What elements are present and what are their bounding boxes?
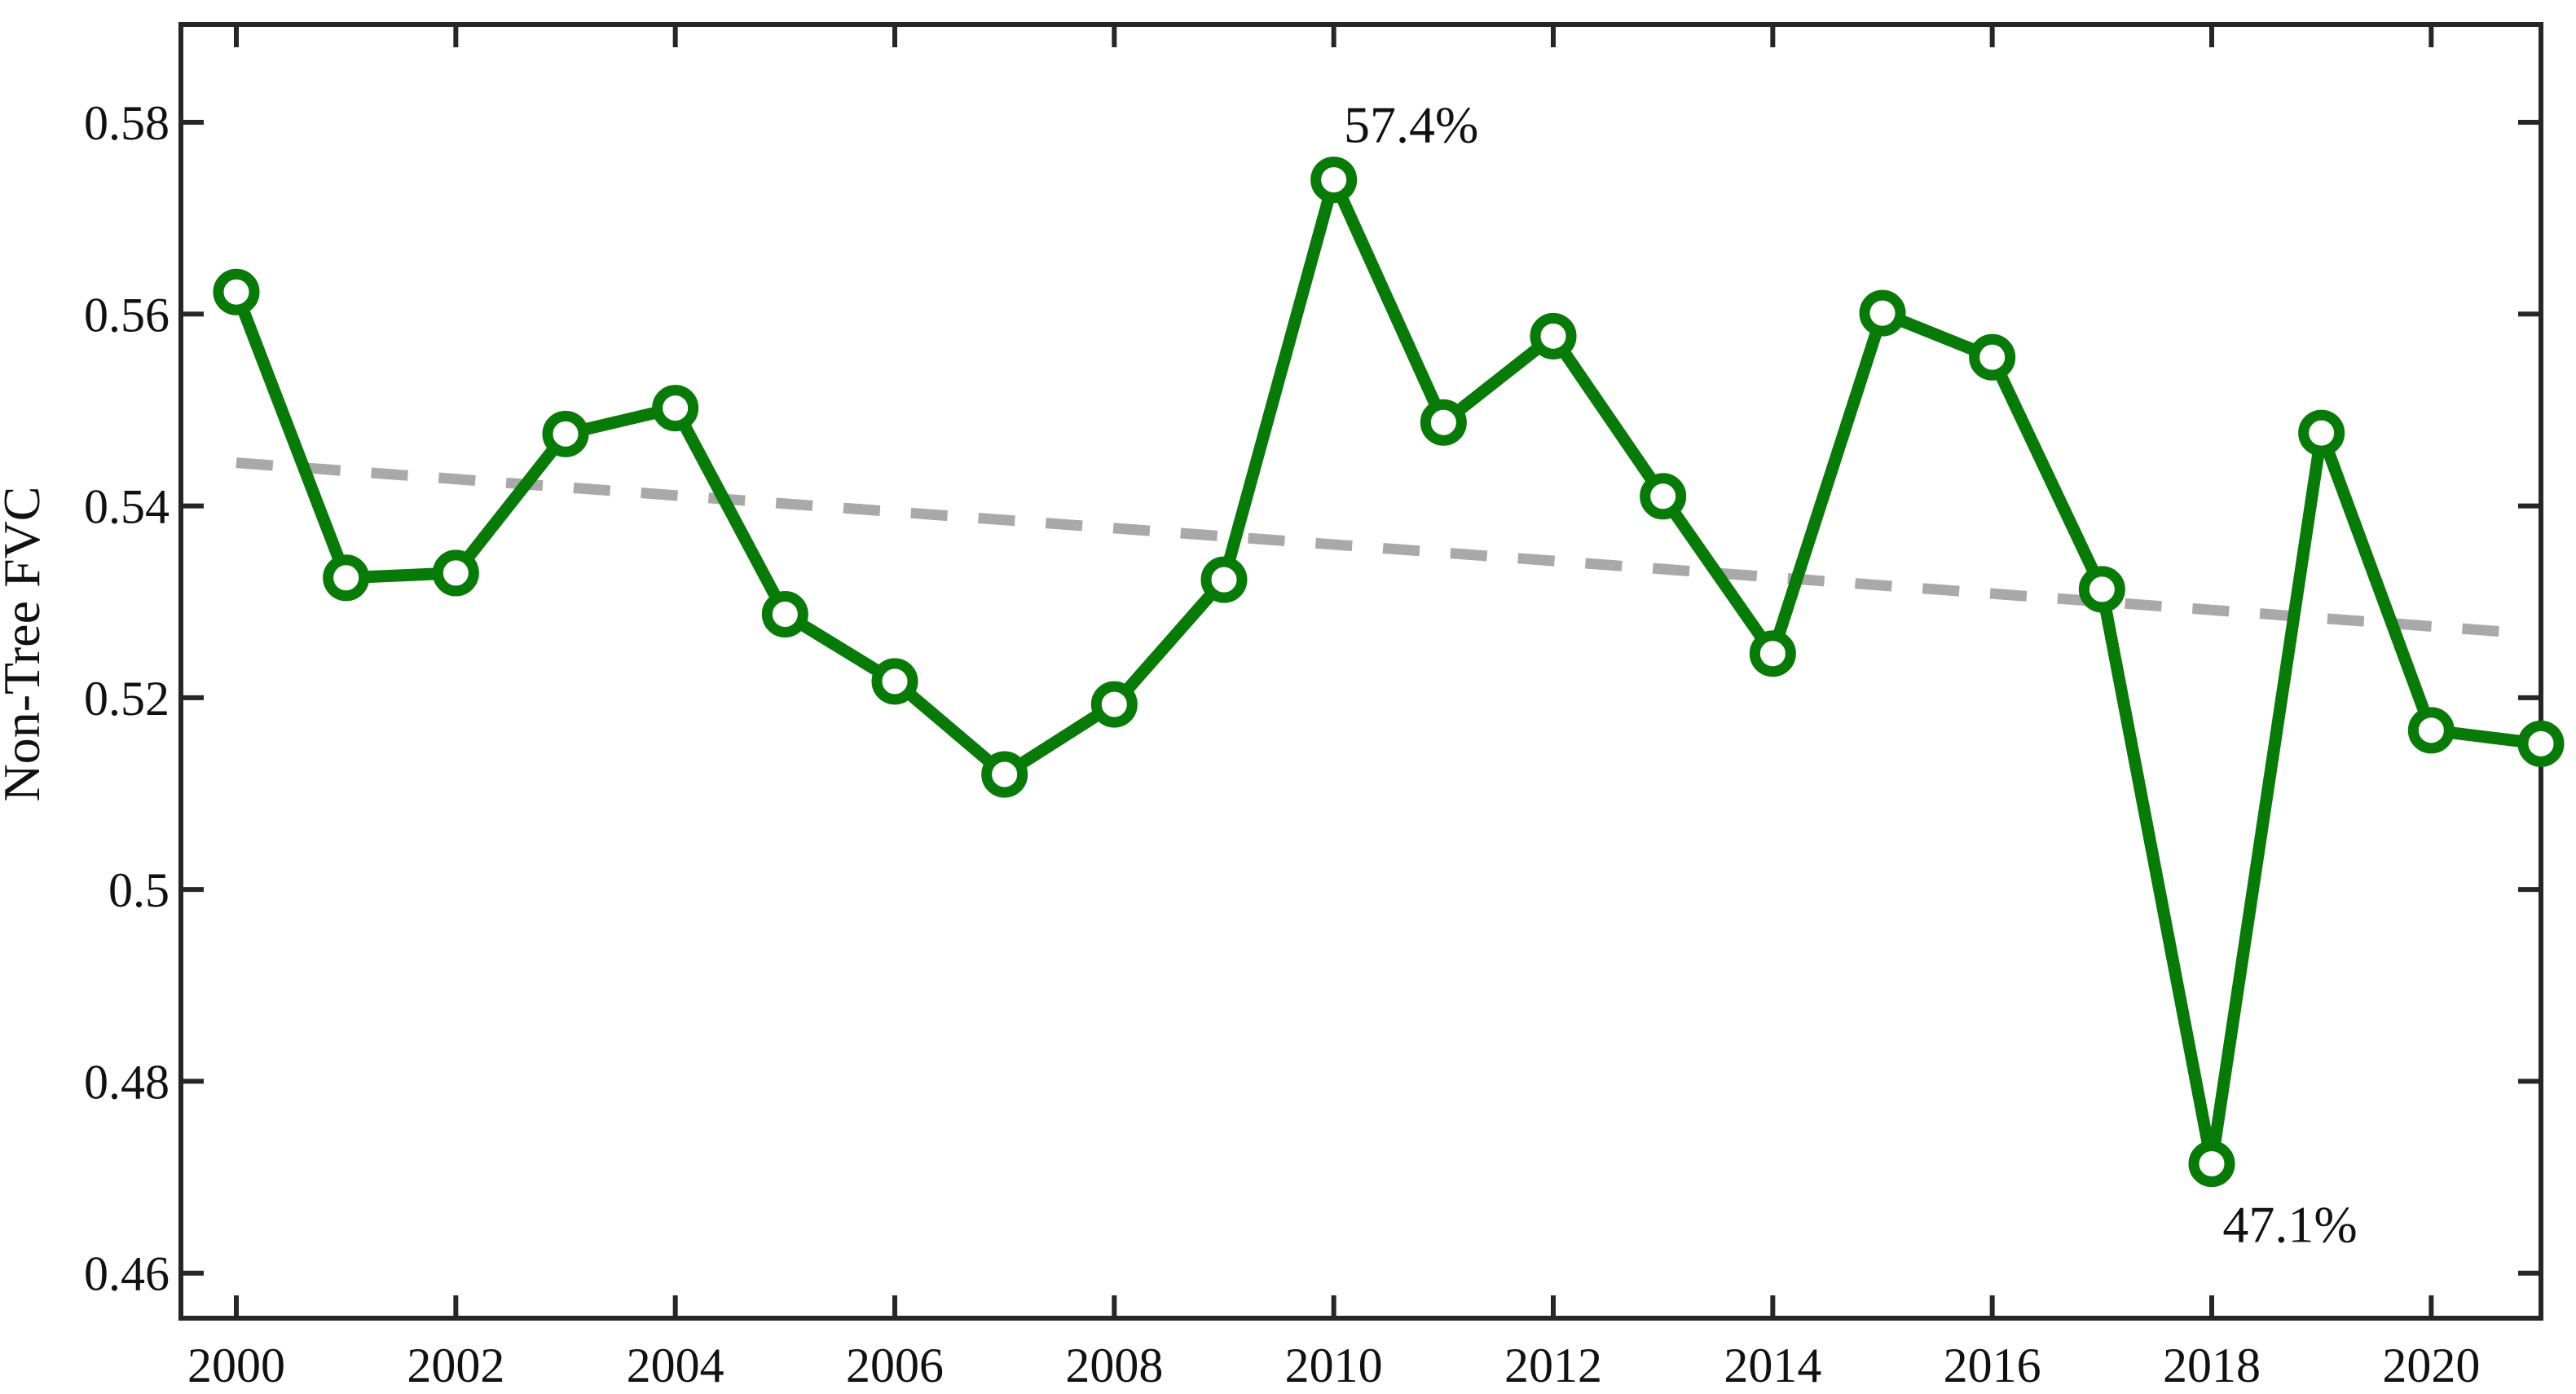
data-point-2015 xyxy=(1859,289,1906,337)
x-tick-label: 2000 xyxy=(187,1339,285,1392)
data-point-2012 xyxy=(1530,312,1577,360)
plot-border xyxy=(178,22,2543,1321)
data-point-2000 xyxy=(213,268,260,315)
data-point-2008 xyxy=(1090,681,1138,728)
data-point-2014 xyxy=(1749,630,1796,677)
x-tick-label: 2002 xyxy=(407,1339,504,1392)
data-line xyxy=(230,174,2547,1171)
data-point-2006 xyxy=(871,658,918,705)
y-tick-label: 0.46 xyxy=(84,1247,170,1301)
data-point-2013 xyxy=(1640,473,1687,520)
data-point-2003 xyxy=(542,410,589,457)
data-point-2007 xyxy=(981,751,1028,798)
data-point-2017 xyxy=(2078,566,2125,613)
x-tick-label: 2018 xyxy=(2163,1339,2261,1392)
x-tick-label: 2012 xyxy=(1504,1339,1602,1392)
data-point-2010 xyxy=(1310,157,1358,204)
annotation-min: 47.1% xyxy=(2222,1196,2357,1254)
y-tick-label: 0.54 xyxy=(84,480,170,534)
x-tick-label: 2020 xyxy=(2382,1339,2480,1392)
plot-area xyxy=(181,24,2541,1318)
x-tick-label: 2016 xyxy=(1944,1339,2041,1392)
data-point-2018 xyxy=(2188,1140,2235,1188)
x-tick-label: 2010 xyxy=(1285,1339,1383,1392)
data-point-2004 xyxy=(652,385,699,432)
data-point-2001 xyxy=(323,554,370,602)
x-tick-label: 2004 xyxy=(627,1339,724,1392)
x-tick-label: 2008 xyxy=(1065,1339,1163,1392)
x-tick-label: 2014 xyxy=(1724,1339,1821,1392)
data-point-2005 xyxy=(761,591,808,638)
y-tick-label: 0.56 xyxy=(84,288,170,342)
data-point-2021 xyxy=(2517,720,2565,767)
y-tick-label: 0.48 xyxy=(84,1055,170,1109)
trend-line xyxy=(236,457,2514,638)
x-tick-label: 2006 xyxy=(846,1339,944,1392)
data-point-2009 xyxy=(1200,556,1248,603)
y-tick-label: 0.52 xyxy=(84,672,170,726)
data-point-2002 xyxy=(432,549,479,597)
y-tick-label: 0.58 xyxy=(84,96,170,150)
data-point-2016 xyxy=(1969,333,2016,381)
y-tick-label: 0.5 xyxy=(108,863,170,917)
y-axis-title: Non-Tree FVC xyxy=(0,487,51,802)
annotation-max: 57.4% xyxy=(1344,96,1478,154)
data-point-2011 xyxy=(1420,399,1467,446)
data-point-2020 xyxy=(2407,707,2455,754)
data-point-2019 xyxy=(2298,409,2345,457)
